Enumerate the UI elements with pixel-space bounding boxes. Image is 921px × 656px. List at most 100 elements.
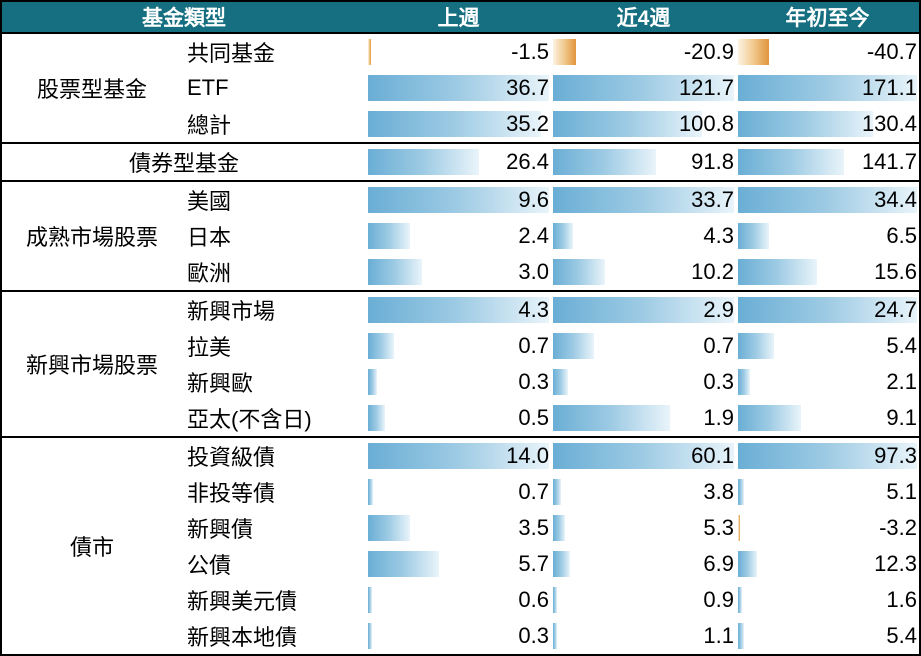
- positive-data-bar: [368, 515, 411, 541]
- value-text: 26.4: [506, 149, 549, 174]
- value-text: 4.3: [518, 297, 549, 322]
- positive-data-bar: [368, 369, 377, 395]
- positive-data-bar: [368, 75, 549, 101]
- value-text: 0.5: [518, 405, 549, 430]
- positive-data-bar: [738, 297, 917, 323]
- positive-data-bar: [738, 259, 817, 285]
- value-cell: 10.2: [551, 254, 736, 290]
- value-text: 35.2: [506, 111, 549, 136]
- value-text: 97.3: [874, 443, 917, 468]
- row-label: 共同基金: [187, 41, 276, 66]
- row-label: 新興市場: [187, 299, 276, 324]
- positive-data-bar: [368, 259, 422, 285]
- positive-data-bar: [738, 149, 844, 175]
- value-text: -3.2: [879, 515, 917, 540]
- value-cell: 0.7: [366, 328, 551, 364]
- group-label: 債市: [69, 535, 114, 560]
- positive-data-bar: [738, 75, 917, 101]
- value-cell: 35.2: [366, 106, 551, 142]
- positive-data-bar: [738, 187, 917, 213]
- positive-data-bar: [553, 479, 561, 505]
- group-label: 新興市場股票: [25, 353, 158, 378]
- value-cell: 0.5: [366, 400, 551, 436]
- row-label: 新興債: [187, 517, 254, 542]
- value-cell: 0.3: [366, 618, 551, 654]
- value-text: 34.4: [874, 187, 917, 212]
- value-cell: 1.1: [551, 618, 736, 654]
- value-text: 5.1: [886, 479, 917, 504]
- group-label: 股票型基金: [36, 77, 147, 102]
- value-cell: 4.3: [551, 218, 736, 254]
- row-label: 亞太(不含日): [187, 407, 312, 432]
- value-cell: 9.6: [366, 182, 551, 218]
- value-cell: -20.9: [551, 34, 736, 70]
- value-cell: 121.7: [551, 70, 736, 106]
- value-cell: 2.1: [736, 364, 919, 400]
- value-text: 3.0: [518, 259, 549, 284]
- value-cell: 36.7: [366, 70, 551, 106]
- positive-data-bar: [738, 405, 802, 431]
- value-text: 1.1: [703, 623, 734, 648]
- positive-data-bar: [553, 297, 734, 323]
- table-section: 債券型基金 26.4 91.8 141.7: [2, 142, 919, 180]
- positive-data-bar: [553, 515, 566, 541]
- positive-data-bar: [368, 443, 549, 469]
- value-text: 5.4: [886, 333, 917, 358]
- table-section: 股票型基金 共同基金 -1.5 -20.9 -40.7 ETF 36.7 121.7 171.1…: [2, 32, 919, 142]
- value-cell: 24.7: [736, 292, 919, 328]
- positive-data-bar: [553, 443, 734, 469]
- row-label: ETF: [187, 75, 229, 100]
- row-label: 新興歐: [187, 371, 254, 396]
- value-text: -40.7: [866, 39, 917, 64]
- value-cell: 9.1: [736, 400, 919, 436]
- row-label: 日本: [187, 225, 232, 250]
- value-text: 91.8: [691, 149, 734, 174]
- value-cell: -1.5: [366, 34, 551, 70]
- value-text: 100.8: [678, 111, 734, 136]
- value-cell: 5.4: [736, 328, 919, 364]
- value-text: 2.4: [518, 223, 549, 248]
- value-text: 2.9: [703, 297, 734, 322]
- value-cell: 12.3: [736, 546, 919, 582]
- value-text: 5.3: [703, 515, 734, 540]
- value-cell: 0.3: [551, 364, 736, 400]
- positive-data-bar: [738, 551, 758, 577]
- value-text: 24.7: [874, 297, 917, 322]
- positive-data-bar: [738, 443, 917, 469]
- value-text: 60.1: [691, 443, 734, 468]
- value-text: -1.5: [511, 39, 549, 64]
- positive-data-bar: [553, 333, 594, 359]
- positive-data-bar: [368, 333, 395, 359]
- table-section: 成熟市場股票 美國 9.6 33.7 34.4 日本 2.4 4.3 6.5 歐洲 3.0 10.2 1…: [2, 180, 919, 290]
- positive-data-bar: [368, 405, 386, 431]
- value-cell: 14.0: [366, 438, 551, 474]
- value-cell: 91.8: [551, 144, 736, 180]
- value-text: 0.7: [518, 333, 549, 358]
- value-text: 5.4: [886, 623, 917, 648]
- value-cell: 2.4: [366, 218, 551, 254]
- positive-data-bar: [553, 259, 606, 285]
- positive-data-bar: [738, 333, 775, 359]
- value-text: 0.6: [518, 587, 549, 612]
- value-text: 9.1: [886, 405, 917, 430]
- row-label: 拉美: [187, 335, 232, 360]
- value-text: 12.3: [874, 551, 917, 576]
- row-label: 歐洲: [187, 261, 232, 286]
- value-cell: 97.3: [736, 438, 919, 474]
- value-text: 5.7: [518, 551, 549, 576]
- value-cell: 0.3: [366, 364, 551, 400]
- header-col-last-week: 上週: [437, 7, 480, 30]
- value-text: 0.3: [703, 369, 734, 394]
- table-section: 債市 投資級債 14.0 60.1 97.3 非投等債 0.7 3.8 5.1 新興債 3.5 5.3…: [2, 436, 919, 654]
- positive-data-bar: [368, 551, 440, 577]
- value-cell: 5.1: [736, 474, 919, 510]
- header-fund-type: 基金類型: [142, 7, 226, 30]
- value-text: 9.6: [518, 187, 549, 212]
- value-text: 10.2: [691, 259, 734, 284]
- value-cell: 141.7: [736, 144, 919, 180]
- positive-data-bar: [368, 149, 479, 175]
- value-cell: -40.7: [736, 34, 919, 70]
- value-text: 3.8: [703, 479, 734, 504]
- value-text: 14.0: [506, 443, 549, 468]
- value-text: 2.1: [886, 369, 917, 394]
